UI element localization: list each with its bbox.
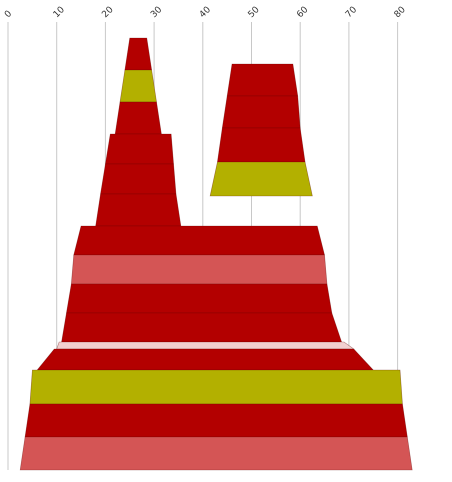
area-band-5 — [100, 163, 177, 195]
x-tick-label-80: 80 — [393, 5, 408, 20]
area-band-12 — [70, 254, 328, 285]
x-tick-label-40: 40 — [198, 5, 213, 20]
x-tick-label-30: 30 — [149, 5, 164, 20]
area-band-18 — [24, 403, 408, 438]
area-band-10 — [209, 161, 313, 197]
x-axis-tick-labels: 0 10 20 30 40 50 60 70 80 — [3, 5, 408, 20]
x-tick-label-60: 60 — [295, 5, 310, 20]
x-tick-label-50: 50 — [247, 5, 262, 20]
area-band-1 — [124, 37, 153, 71]
x-tick-label-70: 70 — [344, 5, 359, 20]
area-band-13 — [66, 283, 333, 314]
x-tick-label-10: 10 — [52, 5, 67, 20]
area-band-17 — [29, 369, 403, 405]
area-band-3 — [114, 101, 162, 135]
area-band-4 — [105, 133, 174, 165]
area-band-19 — [19, 436, 413, 471]
area-band-14 — [61, 312, 343, 343]
area-bands — [19, 37, 413, 471]
area-band-16 — [36, 348, 374, 371]
area-band-11 — [73, 225, 325, 256]
x-tick-label-0: 0 — [3, 9, 14, 20]
area-band-2 — [119, 69, 157, 103]
area-band-9 — [217, 127, 306, 163]
area-band-6 — [95, 193, 182, 227]
area-band-7 — [226, 63, 299, 97]
area-band-8 — [221, 95, 301, 129]
x-tick-label-20: 20 — [100, 5, 115, 20]
area-band-15 — [56, 341, 355, 350]
